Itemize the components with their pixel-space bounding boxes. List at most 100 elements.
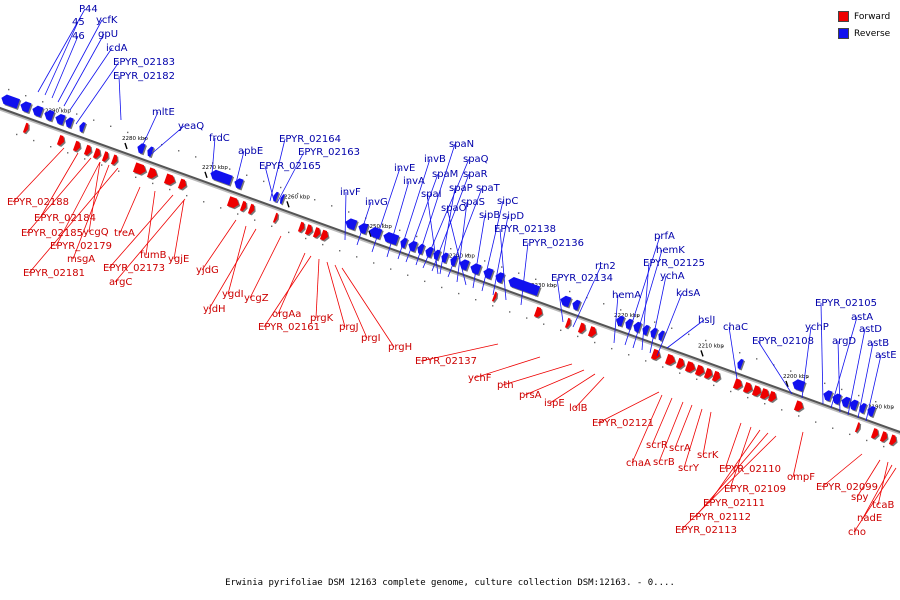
reverse-gene-leader — [830, 316, 858, 409]
track-dot — [628, 354, 630, 356]
reverse-gene-leader — [492, 215, 509, 296]
track-dot — [416, 235, 418, 238]
forward-gene-arrow — [684, 361, 696, 373]
forward-gene-arrow — [759, 388, 770, 400]
track-dot — [25, 95, 27, 97]
reverse-gene-arrow — [20, 101, 32, 113]
track-dot — [467, 254, 469, 256]
reverse-swatch — [838, 28, 849, 39]
reverse-gene-arrow — [44, 110, 55, 122]
forward-gene-label: EPYR_02161 — [258, 322, 320, 333]
forward-gene-leader — [651, 397, 673, 446]
track-dot — [832, 427, 834, 429]
reverse-gene-label: chaC — [723, 322, 748, 333]
scale-tick-label: 2280 kbp — [122, 136, 148, 142]
track-dot — [577, 335, 579, 338]
forward-gene-leader — [39, 152, 79, 219]
scale-tick-label: 2270 kbp — [202, 165, 228, 171]
forward-gene-arrow — [72, 140, 81, 152]
track-dot — [33, 139, 35, 142]
forward-gene-label: EPYR_02099 — [816, 482, 878, 493]
forward-gene-arrow — [297, 221, 305, 233]
forward-gene-arrow — [767, 390, 777, 402]
reverse-gene-arrow — [616, 315, 625, 327]
forward-gene-arrow — [226, 196, 239, 209]
track-dot — [781, 409, 783, 411]
track-dot — [620, 309, 622, 311]
track-dot — [526, 317, 528, 319]
reverse-gene-leader — [386, 180, 410, 258]
track-dot — [50, 146, 52, 148]
forward-gene-leader — [26, 157, 92, 234]
reverse-gene-label: spaQ — [463, 154, 489, 165]
track-dot — [84, 158, 86, 160]
track-dot — [645, 360, 647, 362]
track-dot — [110, 125, 112, 127]
reverse-gene-leader — [405, 173, 439, 263]
track-dot — [688, 333, 690, 336]
legend: Forward Reverse — [838, 9, 898, 43]
track-dot — [603, 303, 605, 305]
reverse-gene-leader — [666, 319, 705, 349]
reverse-gene-label: EPYR_02108 — [752, 336, 814, 347]
reverse-gene-arrow — [483, 268, 494, 280]
reverse-gene-label: EPYR_02182 — [113, 71, 175, 82]
track-dot — [16, 133, 18, 136]
reverse-gene-leader — [139, 111, 159, 152]
forward-gene-arrow — [854, 422, 860, 433]
forward-gene-label: EPYR_02109 — [724, 484, 786, 495]
dotted-track-group — [8, 88, 894, 448]
reverse-gene-label: invE — [394, 163, 415, 174]
track-dot — [764, 403, 766, 405]
reverse-gene-leader — [857, 342, 874, 419]
forward-gene-label: ycgZ — [244, 293, 269, 304]
forward-gene-arrow — [533, 306, 543, 318]
forward-gene-label: fumB — [140, 250, 167, 261]
reverse-gene-leader — [415, 143, 456, 266]
reverse-gene-leader — [641, 262, 650, 351]
forward-gene-label: EPYR_02184 — [34, 213, 96, 224]
track-dot — [858, 394, 860, 397]
reverse-gene-leader — [499, 228, 507, 301]
reverse-gene-label: EPYR_02165 — [259, 161, 321, 172]
reverse-gene-arrow — [358, 223, 369, 235]
track-dot — [739, 352, 741, 354]
forward-gene-leader — [680, 435, 777, 531]
reverse-gene-leader — [439, 187, 456, 275]
forward-gene-label: prsA — [519, 390, 542, 401]
track-dot — [178, 150, 180, 152]
scale-tick-label: 2290 kbp — [45, 108, 71, 114]
track-dot — [271, 225, 273, 227]
track-dot — [807, 376, 809, 378]
forward-gene-arrow — [793, 400, 804, 412]
forward-gene-arrow — [132, 162, 146, 175]
forward-gene-label: argC — [109, 277, 132, 288]
track-dot — [475, 299, 477, 301]
forward-gene-label: scrR — [646, 440, 668, 451]
track-dot — [875, 401, 877, 403]
reverse-gene-leader — [69, 47, 113, 111]
reverse-gene-label: sipB — [479, 210, 500, 221]
forward-gene-label: EPYR_02173 — [103, 263, 165, 274]
forward-gene-leader — [694, 432, 769, 518]
track-dot — [314, 199, 316, 201]
reverse-gene-arrow — [642, 324, 650, 336]
reverse-gene-leader — [57, 19, 103, 103]
scale-tick-label: 2240 kbp — [449, 254, 475, 260]
reverse-gene-label: sipC — [497, 196, 518, 207]
forward-gene-arrow — [491, 291, 497, 302]
forward-gene-leader — [145, 190, 156, 256]
track-dot — [186, 194, 188, 197]
scale-tick-label: 2230 kbp — [531, 283, 557, 289]
reverse-gene-arrow — [560, 295, 572, 308]
forward-gene-arrow — [703, 367, 713, 379]
forward-gene-leader — [263, 255, 312, 328]
track-dot — [866, 439, 868, 442]
forward-gene-arrow — [879, 431, 888, 442]
reverse-gene-label: mltE — [152, 107, 175, 118]
track-dot — [458, 292, 460, 295]
genome-backbone — [0, 106, 900, 434]
forward-gene-arrow — [564, 317, 571, 329]
track-dot — [841, 388, 843, 391]
reverse-gene-leader — [447, 187, 483, 278]
